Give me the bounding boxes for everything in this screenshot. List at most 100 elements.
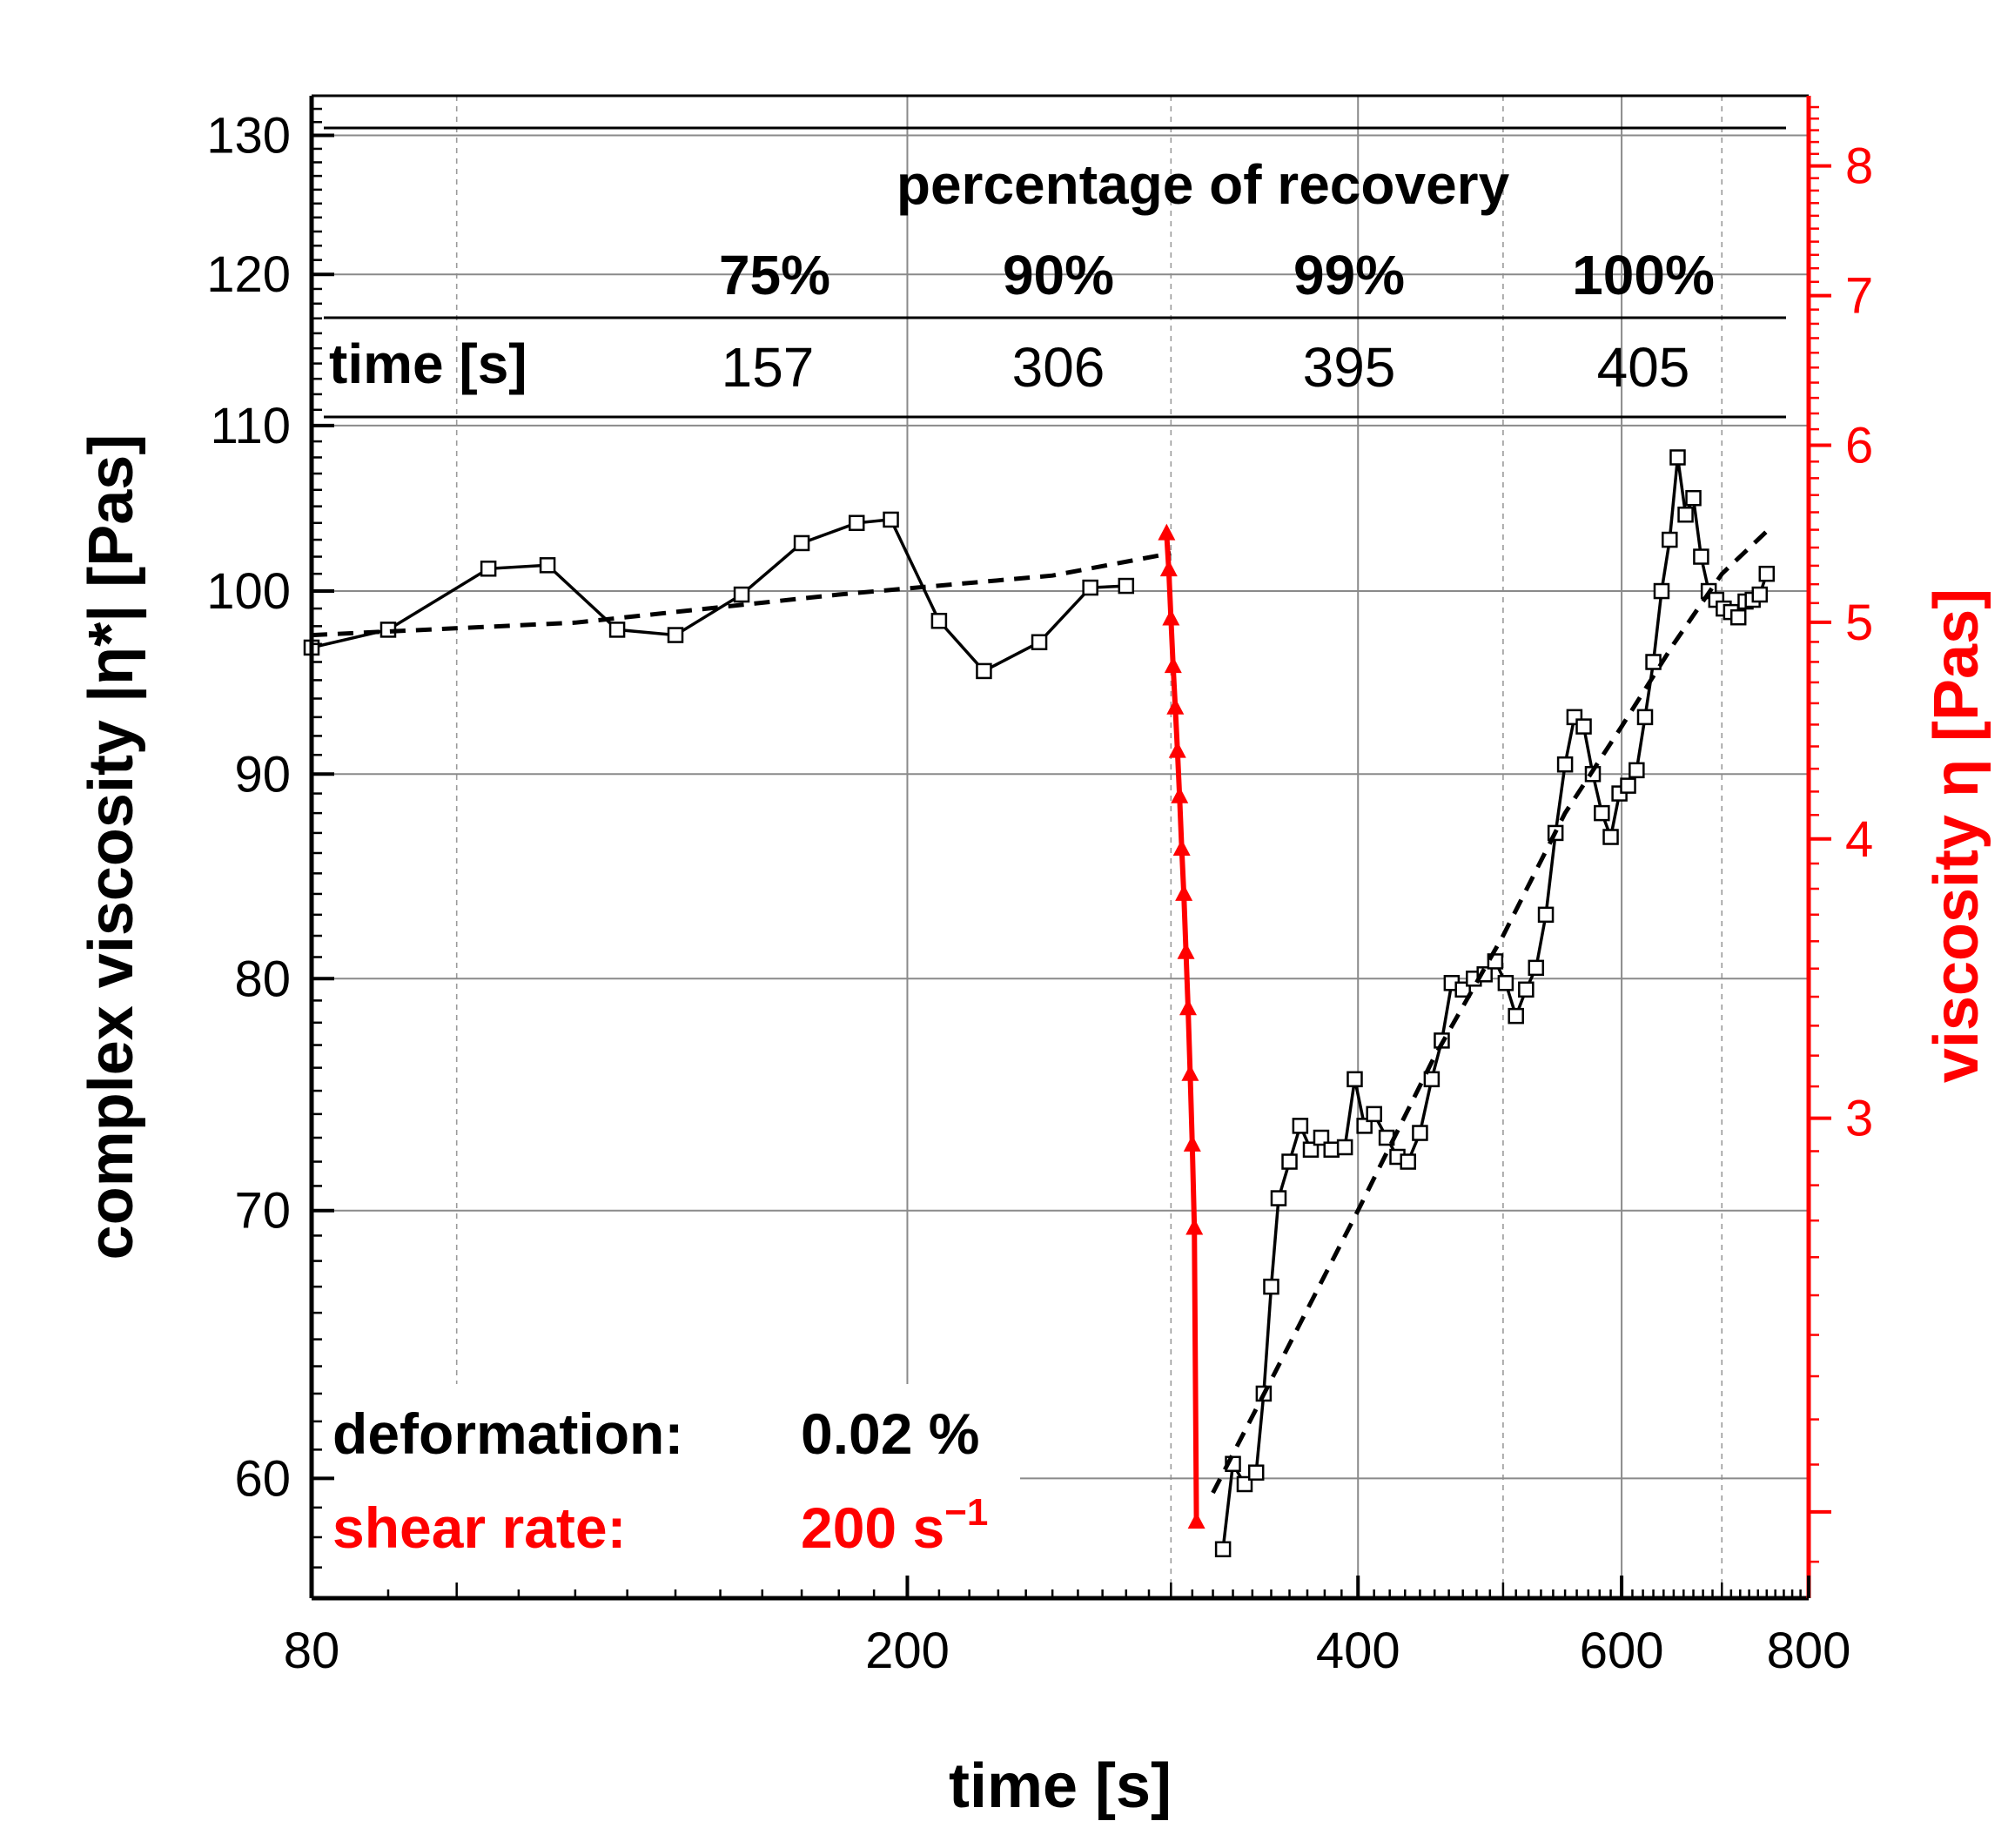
data-point-triangle xyxy=(1179,998,1197,1016)
data-point-square xyxy=(930,613,948,629)
data-point-triangle xyxy=(1171,786,1189,803)
data-point-square xyxy=(1556,756,1574,773)
y2-tick-label: 4 xyxy=(1845,811,1873,868)
data-point-square xyxy=(1537,906,1555,924)
data-point-square xyxy=(1400,1153,1416,1170)
data-point-triangle xyxy=(1168,741,1186,758)
data-point-square xyxy=(883,511,899,528)
data-point-square xyxy=(848,514,865,532)
data-point-square xyxy=(1758,565,1776,582)
shear-rate-number: 200 s xyxy=(801,1495,944,1560)
data-point-square xyxy=(1685,489,1702,507)
data-point-square xyxy=(1669,449,1686,466)
data-point-square xyxy=(1575,718,1592,735)
y2-tick-label: 8 xyxy=(1845,138,1873,195)
data-point-triangle xyxy=(1172,839,1191,857)
data-point-triangle xyxy=(1187,1512,1205,1529)
y-tick-label: 70 xyxy=(234,1183,291,1240)
data-point-square xyxy=(1423,1071,1441,1088)
data-point-square xyxy=(1751,586,1769,603)
data-point-square xyxy=(1412,1125,1428,1141)
data-point-square xyxy=(1336,1139,1353,1156)
data-point-triangle xyxy=(1159,560,1178,577)
data-point-triangle xyxy=(1177,942,1195,959)
y2-tick-label: 3 xyxy=(1845,1091,1873,1147)
y2-axis-title: viscosity η [Pas] xyxy=(1922,588,1991,1083)
fit-line xyxy=(311,551,1172,638)
y2-tick-label: 6 xyxy=(1845,418,1873,474)
table-col-75: 75% xyxy=(719,244,830,306)
table-time-75: 157 xyxy=(722,336,815,399)
data-point-square xyxy=(1497,975,1514,991)
data-point-square xyxy=(1281,1153,1298,1170)
y-axis-title: complex viscosity |η*| [Pas] xyxy=(77,434,146,1260)
axis-ticks: 80 200 400 600 800 60 70 80 90 100 110 120 130 3 4 5 6 7 8 xyxy=(206,94,1873,1679)
annotations: deformation: 0.02 % shear rate: 200 s−1 xyxy=(324,1384,1020,1584)
data-point-triangle xyxy=(1166,697,1185,715)
y-tick-label: 60 xyxy=(234,1450,291,1507)
data-point-square xyxy=(733,586,750,603)
data-point-square xyxy=(1677,506,1694,523)
data-point-square xyxy=(1302,1141,1320,1158)
y2-tick-label: 7 xyxy=(1845,268,1873,325)
table-time-99: 395 xyxy=(1303,336,1396,399)
table-col-100: 100% xyxy=(1572,244,1715,306)
table-time-100: 405 xyxy=(1597,336,1690,399)
table-row-label: time [s] xyxy=(329,333,527,395)
data-point-square xyxy=(1263,1278,1279,1295)
data-point-square xyxy=(1729,608,1747,626)
data-point-square xyxy=(1247,1464,1265,1481)
data-point-triangle xyxy=(1181,1064,1199,1081)
series-line xyxy=(311,518,1126,674)
data-point-square xyxy=(1636,709,1654,726)
fit-line xyxy=(1211,529,1769,1495)
y-tick-label: 90 xyxy=(234,746,291,803)
data-point-square xyxy=(793,534,810,552)
y-tick-label: 120 xyxy=(206,246,291,303)
x-tick-label: 400 xyxy=(1316,1623,1400,1679)
data-point-square xyxy=(1313,1129,1330,1146)
table-col-90: 90% xyxy=(1003,244,1114,306)
y-tick-label: 130 xyxy=(206,108,291,165)
data-point-triangle xyxy=(1185,1218,1204,1235)
data-point-square xyxy=(1653,582,1670,600)
data-point-square xyxy=(1366,1105,1382,1123)
data-point-square xyxy=(1270,1190,1287,1206)
deformation-value: 0.02 % xyxy=(801,1401,979,1466)
data-point-square xyxy=(1528,959,1545,977)
shear-rate-exponent: −1 xyxy=(944,1491,988,1534)
shear-rate-label: shear rate: xyxy=(332,1495,627,1560)
data-point-square xyxy=(1662,531,1678,548)
recovery-table: percentage of recovery 75% 90% 99% 100% … xyxy=(324,126,1786,419)
data-point-square xyxy=(1693,548,1709,565)
y-tick-label: 80 xyxy=(234,951,291,1007)
data-point-square xyxy=(608,622,626,638)
shear-rate-value: 200 s−1 xyxy=(801,1491,988,1560)
data-point-square xyxy=(539,557,556,574)
y-tick-label: 100 xyxy=(206,563,291,620)
grid-lines xyxy=(312,96,1809,1598)
data-point-triangle xyxy=(1183,1134,1201,1152)
data-point-square xyxy=(1508,1007,1524,1025)
data-point-triangle xyxy=(1164,656,1182,674)
deformation-label: deformation: xyxy=(332,1401,683,1466)
x-tick-label: 200 xyxy=(865,1623,950,1679)
data-point-square xyxy=(1082,579,1098,596)
data-point-square xyxy=(1347,1071,1363,1088)
y2-tick-label: 5 xyxy=(1845,595,1873,651)
data-point-square xyxy=(1645,654,1662,670)
x-tick-label: 600 xyxy=(1580,1623,1664,1679)
data-point-square xyxy=(1620,777,1636,794)
x-tick-label: 800 xyxy=(1767,1623,1851,1679)
data-point-square xyxy=(480,561,497,577)
data-point-square xyxy=(1356,1118,1373,1134)
data-point-square xyxy=(1031,634,1048,651)
data-point-square xyxy=(1118,577,1135,595)
data-point-square xyxy=(1236,1475,1253,1493)
x-tick-label: 80 xyxy=(284,1623,340,1679)
data-point-square xyxy=(1594,804,1610,822)
data-point-triangle xyxy=(1162,608,1180,626)
y-tick-label: 110 xyxy=(211,398,291,454)
data-point-square xyxy=(976,662,992,680)
